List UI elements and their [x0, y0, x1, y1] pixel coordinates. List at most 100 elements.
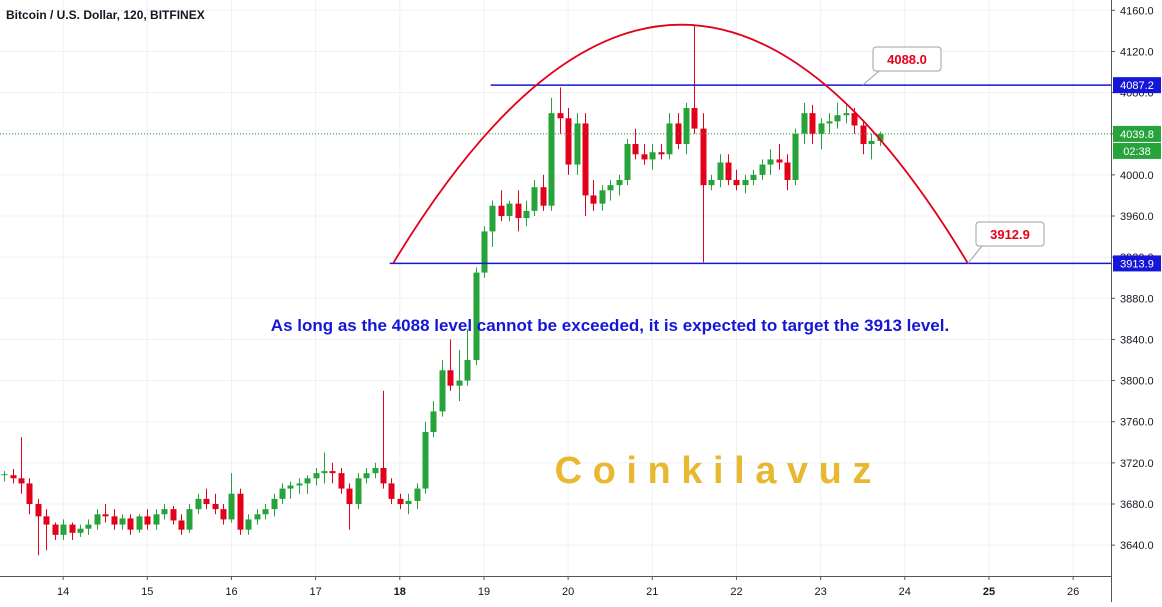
- candle-body: [111, 516, 118, 525]
- candle-body: [43, 516, 50, 525]
- candle-body: [742, 180, 749, 186]
- y-tick-label: 4120.0: [1120, 46, 1154, 58]
- candle-body: [717, 162, 724, 180]
- x-tick-label: 14: [57, 586, 69, 598]
- candle: [10, 469, 17, 484]
- candle-body: [868, 140, 875, 144]
- candle: [759, 159, 766, 180]
- candle: [430, 401, 437, 438]
- candle: [43, 509, 50, 551]
- candle: [35, 498, 42, 556]
- candle: [237, 488, 244, 535]
- candle-body: [582, 123, 589, 196]
- candle-body: [624, 144, 631, 180]
- candle: [321, 452, 328, 484]
- y-tick-label: 3880.0: [1120, 293, 1154, 305]
- candle: [422, 421, 429, 494]
- candle: [178, 514, 185, 535]
- candle: [641, 144, 648, 165]
- callout-1: 3912.9: [967, 221, 1045, 264]
- candle-body: [422, 432, 429, 489]
- candle-body: [127, 518, 134, 530]
- candle-body: [700, 128, 707, 186]
- chart-title: Bitcoin / U.S. Dollar, 120, BITFINEX: [6, 8, 205, 22]
- candle: [203, 488, 210, 510]
- candle: [372, 462, 379, 479]
- y-tick-label: 3760.0: [1120, 417, 1154, 429]
- candle: [624, 138, 631, 186]
- lower-level-tag-label: 3913.9: [1120, 258, 1154, 270]
- candle-body: [877, 133, 884, 141]
- candle-body: [102, 514, 109, 517]
- candle-body: [161, 509, 168, 515]
- candle: [498, 190, 505, 222]
- candle: [515, 190, 522, 232]
- candle: [94, 509, 101, 530]
- x-tick-label: 26: [1067, 586, 1079, 598]
- candle-body: [489, 205, 496, 232]
- y-tick-label: 4000.0: [1120, 170, 1154, 182]
- x-tick-label: 19: [478, 586, 490, 598]
- candle: [658, 144, 665, 160]
- candle: [818, 118, 825, 150]
- callout-label: 4088.0: [887, 52, 927, 67]
- x-tick-label: 23: [815, 586, 827, 598]
- candle: [102, 504, 109, 523]
- candle: [860, 121, 867, 155]
- candle: [691, 25, 698, 134]
- candle: [195, 493, 202, 515]
- candle-body: [186, 509, 193, 530]
- y-tick-label: 3800.0: [1120, 376, 1154, 388]
- x-tick-label: 22: [730, 586, 742, 598]
- candle: [127, 514, 134, 535]
- candle-body: [792, 133, 799, 180]
- candle: [708, 174, 715, 191]
- candle-body: [26, 483, 33, 504]
- candle-body: [473, 272, 480, 360]
- candle: [784, 154, 791, 191]
- candle-body: [733, 180, 740, 186]
- candle: [279, 483, 286, 504]
- candle: [69, 522, 76, 540]
- candle-body: [430, 411, 437, 432]
- candle: [574, 113, 581, 175]
- candle: [355, 473, 362, 510]
- candle: [296, 478, 303, 494]
- candle-body: [767, 159, 774, 165]
- candle: [590, 180, 597, 211]
- candle: [834, 102, 841, 129]
- candle-body: [170, 509, 177, 521]
- candle: [60, 519, 67, 540]
- candle: [313, 468, 320, 486]
- y-axis-bg: [1111, 0, 1162, 602]
- candle: [666, 113, 673, 160]
- candle: [346, 483, 353, 530]
- candle: [363, 468, 370, 484]
- candle: [801, 102, 808, 144]
- candle: [304, 475, 311, 494]
- candle: [523, 200, 530, 227]
- candle-body: [590, 195, 597, 204]
- candle-body: [481, 231, 488, 273]
- x-tick-label: 21: [646, 586, 658, 598]
- candle: [287, 481, 294, 499]
- candle: [170, 506, 177, 525]
- candle-body: [439, 370, 446, 412]
- candle-body: [1, 474, 8, 476]
- candle-body: [388, 483, 395, 499]
- candle: [557, 87, 564, 134]
- candle-body: [818, 123, 825, 134]
- callout-label: 3912.9: [990, 227, 1030, 242]
- candle-body: [607, 185, 614, 191]
- callout-0: 4088.0: [862, 46, 942, 86]
- candle: [473, 267, 480, 366]
- candle-body: [296, 483, 303, 486]
- candle-body: [262, 509, 269, 515]
- x-tick-label: 18: [394, 586, 406, 598]
- candle: [186, 504, 193, 533]
- candle-body: [254, 514, 261, 520]
- candle: [649, 144, 656, 170]
- candle: [683, 102, 690, 155]
